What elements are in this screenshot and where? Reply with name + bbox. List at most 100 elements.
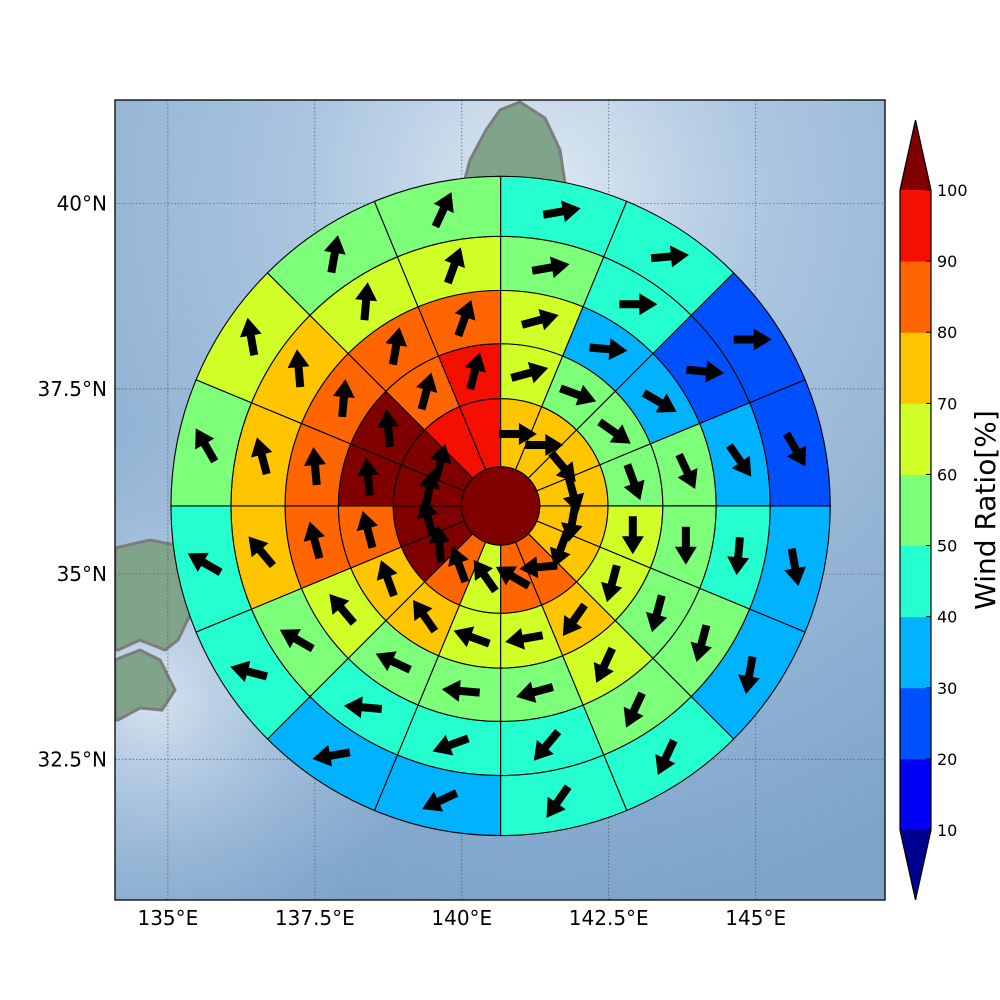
arrow-shape: [464, 352, 486, 391]
arrow-shape: [655, 738, 678, 775]
ring5-sector15-wind-arrow: [431, 192, 454, 229]
y-tick-label: 35°N: [57, 562, 107, 586]
ring4-sector14-wind-arrow: [355, 282, 378, 321]
x-tick-label: 145°E: [725, 906, 786, 930]
arrow-shape: [525, 433, 564, 456]
ring3-sector4-wind-arrow: [674, 526, 697, 565]
arrow-shape: [733, 328, 772, 351]
arrow-shape: [385, 327, 408, 366]
arrow-shape: [623, 691, 646, 728]
arrow-shape: [377, 409, 400, 448]
ring2-sector4-wind-arrow: [621, 516, 644, 555]
arrow-shape: [531, 256, 570, 279]
y-tick-label: 40°N: [57, 192, 107, 216]
arrow-shape: [441, 679, 481, 702]
arrow-shape: [417, 498, 439, 537]
ring4-sector6-wind-arrow: [623, 691, 646, 728]
arrow-shape: [686, 360, 725, 383]
ring3-sector11-wind-arrow: [303, 521, 325, 560]
arrow-shape: [422, 789, 459, 812]
arrow-shape: [738, 655, 760, 695]
ring2-sector1-wind-arrow: [559, 384, 597, 406]
ring4-sector15-wind-arrow: [444, 247, 465, 285]
arrow-shape: [279, 629, 315, 653]
arrow-shape: [312, 744, 351, 767]
ring3-sector3-wind-arrow: [675, 452, 698, 490]
arrow-shape: [432, 734, 470, 756]
map-panel: [114, 99, 886, 901]
wind-ratio-cells: [170, 175, 831, 837]
arrow-shape: [454, 299, 476, 338]
colorbar-tick-label: 20: [937, 750, 957, 769]
arrow-shape: [453, 626, 491, 648]
land-shikoku-kyushu: [115, 648, 177, 722]
arrow-shape: [516, 681, 554, 703]
ring4-sector7-wind-arrow: [533, 729, 562, 761]
arrow-shape: [519, 556, 558, 579]
ring3-sector0-wind-arrow: [520, 309, 559, 331]
arrow-shape: [597, 418, 631, 444]
ring1-sector9-wind-arrow: [448, 546, 470, 584]
ring2-sector15-wind-arrow: [464, 352, 486, 391]
ring3-sector10-wind-arrow: [329, 594, 357, 626]
arrow-shape: [510, 362, 549, 384]
ring5-sector8-wind-arrow: [422, 789, 459, 812]
colorbar-tick-label: 50: [937, 537, 957, 556]
x-tick-label: 137.5°E: [275, 906, 355, 930]
colorbar-extend-low: [900, 830, 931, 900]
ring3-sector6-wind-arrow: [593, 646, 616, 683]
map-frame: [114, 99, 886, 901]
ring2-sector5-wind-arrow: [601, 564, 623, 603]
ring5-sector13-wind-arrow: [239, 317, 262, 356]
ring5-sector3-wind-arrow: [782, 431, 806, 467]
arrow-shape: [376, 560, 398, 598]
arrow-shape: [375, 651, 412, 674]
arrow-shape: [323, 235, 346, 274]
ring5-sector10-wind-arrow: [230, 660, 268, 682]
colorbar-tick-label: 70: [937, 394, 957, 413]
ring5-sector14-wind-arrow: [323, 235, 346, 274]
arrow-shape: [782, 431, 806, 467]
ring3-sector2-wind-arrow: [641, 389, 677, 413]
ring3-sector1-wind-arrow: [589, 338, 628, 361]
ring5-sector2-wind-arrow: [733, 328, 772, 351]
ring5-sector1-wind-arrow: [650, 245, 689, 268]
arrow-shape: [343, 696, 383, 719]
arrow-shape: [623, 463, 645, 501]
ring5-sector11-wind-arrow: [187, 552, 223, 576]
y-tick-label: 37.5°N: [38, 377, 108, 401]
y-tick-label: 32.5°N: [38, 747, 108, 771]
wind-direction-arrows: [187, 192, 806, 818]
ring4-sector1-wind-arrow: [619, 293, 658, 316]
colorbar: 10 20 30 40 50 60 70 80 90 100: [899, 119, 968, 901]
ring5-sector5-wind-arrow: [738, 655, 760, 695]
arrow-shape: [332, 379, 355, 418]
arrow-shape: [533, 729, 562, 761]
colorbar-tick-label: 60: [937, 465, 957, 484]
ring1-sector5-wind-arrow: [549, 530, 571, 568]
arrow-shape: [195, 428, 219, 464]
arrow-shape: [559, 384, 597, 406]
ring1-sector2-wind-arrow: [548, 450, 576, 483]
arrow-shape: [473, 559, 499, 594]
arrow-shape: [726, 443, 752, 477]
ring2-sector14-wind-arrow: [416, 372, 438, 411]
arrow-shape: [542, 200, 581, 223]
arrow-shape: [619, 293, 658, 316]
colorbar-bin-20: [900, 687, 931, 760]
arrow-shape: [444, 247, 465, 285]
ring3-sector9-wind-arrow: [375, 651, 412, 674]
arrow-shape: [675, 452, 698, 490]
ring4-sector8-wind-arrow: [432, 734, 470, 756]
arrow-shape: [674, 526, 697, 565]
arrow-shape: [329, 594, 357, 626]
arrow-shape: [287, 349, 310, 388]
arrow-shape: [548, 450, 576, 483]
arrow-shape: [495, 566, 531, 590]
arrow-shape: [498, 423, 537, 446]
ring2-sector13-wind-arrow: [377, 409, 400, 448]
arrow-shape: [641, 389, 677, 413]
arrow-shape: [230, 660, 268, 682]
arrow-shape: [187, 552, 223, 576]
